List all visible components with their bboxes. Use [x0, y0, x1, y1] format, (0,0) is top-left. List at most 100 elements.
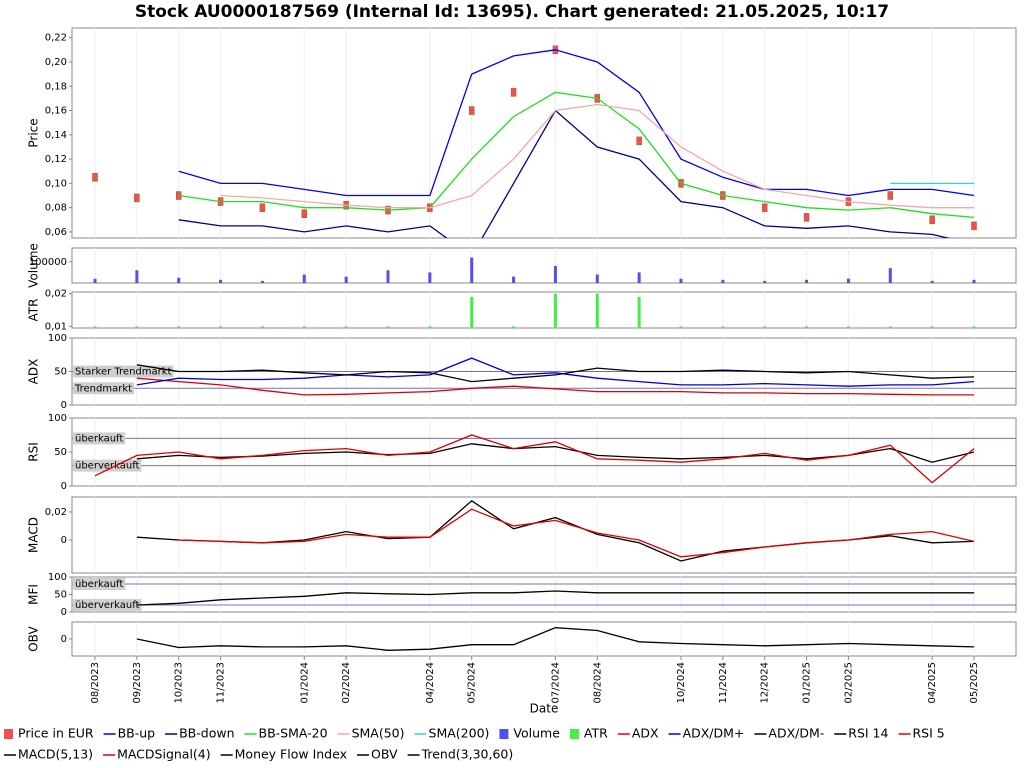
series-line — [220, 103, 974, 209]
chart-title: Stock AU0000187569 (Internal Id: 13695).… — [135, 2, 889, 22]
series-line — [178, 49, 975, 197]
reference-label: Trendmarkt — [74, 383, 132, 394]
y-tick-label: 50 — [54, 590, 67, 601]
y-axis-label: ATR — [27, 299, 41, 322]
bar — [805, 326, 809, 328]
bar — [679, 326, 683, 328]
x-tick-label: 08/2024 — [592, 662, 603, 704]
series-group — [136, 499, 975, 562]
reference-label-bg — [73, 578, 126, 590]
y-tick-label: 0,01 — [45, 321, 67, 332]
legend-label: ADX/DM+ — [683, 726, 745, 741]
y-tick-label: 0 — [61, 481, 67, 492]
legend-label: RSI 14 — [848, 726, 888, 741]
reference-label-bg — [73, 599, 142, 611]
bar — [763, 326, 767, 328]
bar — [595, 274, 599, 283]
x-tick-label: 05/2025 — [969, 662, 980, 704]
legend-label: Volume — [513, 726, 560, 741]
price-marker — [259, 203, 266, 212]
bar — [595, 293, 599, 328]
y-tick-label: 0,20 — [45, 57, 67, 68]
bar — [679, 278, 683, 283]
legend-label: Money Flow Index — [235, 747, 347, 762]
series-group — [93, 293, 976, 328]
bar — [93, 278, 97, 283]
x-tick-label: 10/2024 — [676, 662, 687, 704]
y-tick-label: 0,02 — [45, 289, 67, 300]
bar — [553, 266, 557, 283]
y-tick-label: 0,14 — [45, 130, 67, 141]
legend-label: SMA(50) — [352, 726, 405, 741]
plot-area — [71, 496, 1017, 574]
bar — [721, 279, 725, 283]
y-tick-label: 100000 — [29, 257, 67, 268]
x-tick-label: 01/2024 — [299, 662, 310, 704]
series-line — [136, 590, 974, 606]
price-marker — [803, 213, 810, 222]
series-line — [136, 627, 975, 651]
bar — [553, 293, 557, 328]
y-tick-label: 0,02 — [45, 507, 67, 518]
bar — [930, 280, 934, 283]
bar — [302, 326, 306, 328]
x-tick-label: 07/2024 — [550, 662, 561, 704]
plot-area — [71, 417, 1017, 487]
x-tick-label: 04/2025 — [927, 662, 938, 704]
bar — [805, 279, 809, 283]
y-tick-label: 0,10 — [45, 178, 67, 189]
y-axis-label: ADX — [27, 359, 41, 385]
bar — [302, 274, 306, 283]
series-group — [92, 45, 977, 238]
bar — [930, 326, 934, 328]
bar — [637, 296, 641, 328]
series-line — [136, 377, 974, 396]
price-marker — [92, 173, 98, 182]
bar — [972, 326, 976, 328]
bar — [135, 270, 139, 283]
y-tick-label: 0,22 — [45, 33, 67, 44]
y-tick-label: 0,08 — [45, 203, 67, 214]
legend-label: ADX/DM- — [768, 726, 824, 741]
x-tick-label: 04/2024 — [425, 662, 436, 704]
plot-area — [71, 291, 1017, 329]
x-tick-label: 09/2023 — [132, 662, 143, 704]
bar — [344, 326, 348, 328]
x-tick-label: 10/2023 — [174, 662, 185, 704]
series-line — [136, 364, 975, 383]
bar — [260, 326, 264, 328]
bar — [260, 280, 264, 283]
bar — [972, 279, 976, 283]
series-line — [178, 91, 975, 219]
legend-swatch — [4, 729, 13, 739]
series-line — [136, 357, 975, 387]
y-axis-label: MFI — [27, 584, 41, 605]
price-marker — [971, 221, 977, 231]
y-tick-label: 0 — [61, 607, 67, 618]
series-group — [136, 627, 975, 651]
bar — [637, 272, 641, 283]
legend-label: SMA(200) — [429, 726, 490, 741]
y-axis-label: RSI — [27, 442, 41, 462]
y-tick-label: 0 — [61, 400, 67, 411]
x-tick-label: 11/2024 — [718, 662, 729, 704]
price-marker — [761, 203, 768, 212]
bar — [846, 278, 850, 283]
bar — [219, 326, 223, 328]
y-tick-label: 0,18 — [45, 81, 67, 92]
legend-label: RSI 5 — [912, 726, 944, 741]
bar — [512, 276, 516, 283]
bar — [846, 326, 850, 328]
plot-area — [71, 27, 1017, 239]
series-group — [93, 257, 976, 283]
price-marker — [134, 193, 140, 203]
y-axis-label: Volume — [27, 243, 41, 288]
reference-label-bg — [73, 365, 174, 378]
price-marker — [887, 191, 894, 200]
bar — [177, 326, 181, 328]
y-tick-label: 0 — [61, 535, 67, 546]
legend-label: MACD(5,13) — [18, 747, 93, 762]
series-group — [136, 590, 974, 606]
reference-label: überkauft — [75, 433, 123, 444]
